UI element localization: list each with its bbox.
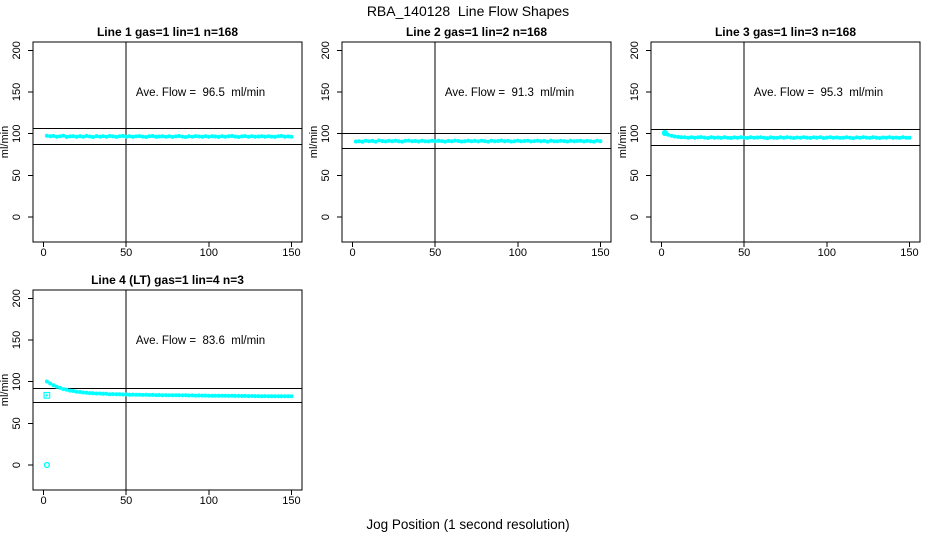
svg-text:150: 150 [900,247,918,259]
svg-text:150: 150 [282,495,300,507]
svg-text:50: 50 [11,169,23,181]
svg-text:Ave. Flow = 91.3 ml/min: Ave. Flow = 91.3 ml/min [445,87,574,99]
svg-text:150: 150 [282,247,300,259]
svg-text:50: 50 [120,247,132,259]
svg-text:100: 100 [509,247,527,259]
svg-text:200: 200 [320,41,332,59]
svg-text:150: 150 [11,331,23,349]
svg-text:100: 100 [629,124,641,142]
figure-title: RBA_140128 Line Flow Shapes [366,3,570,19]
svg-text:0: 0 [659,247,665,259]
svg-text:ml/min: ml/min [618,126,629,158]
line-1-plot: 0 50 100 150 0 50 100 150 200 ml/min Line 1 gas=1 … [0,25,303,259]
svg-text:Ave. Flow = 95.3 ml/min: Ave. Flow = 95.3 ml/min [754,87,883,99]
svg-text:ml/min: ml/min [309,126,320,158]
svg-text:Ave. Flow = 83.6 ml/min: Ave. Flow = 83.6 ml/min [136,335,265,347]
chart-panel-line-2: 0 50 100 150 0 50 100 150 200 ml/min Line 2 gas=1 … [308,25,629,275]
svg-text:0: 0 [350,247,356,259]
svg-text:50: 50 [738,247,750,259]
svg-text:100: 100 [200,247,218,259]
svg-text:Ave. Flow = 96.5 ml/min: Ave. Flow = 96.5 ml/min [136,87,265,99]
chart-panel-line-3: 0 50 100 150 0 50 100 150 200 ml/min Line 3 gas=1 … [617,25,936,275]
svg-text:Line 3 gas=1 lin=3 n=168: Line 3 gas=1 lin=3 n=168 [715,25,856,39]
svg-text:50: 50 [120,495,132,507]
svg-text:50: 50 [629,169,641,181]
svg-text:0: 0 [41,495,47,507]
svg-text:150: 150 [11,83,23,101]
svg-text:100: 100 [11,372,23,390]
svg-text:100: 100 [11,124,23,142]
svg-text:Line 2 gas=1 lin=2 n=168: Line 2 gas=1 lin=2 n=168 [406,25,547,39]
svg-text:150: 150 [320,83,332,101]
svg-text:200: 200 [629,41,641,59]
svg-text:ml/min: ml/min [0,374,11,406]
svg-text:50: 50 [11,417,23,429]
line-3-plot: 0 50 100 150 0 50 100 150 200 ml/min Line 3 gas=1 … [617,25,921,259]
svg-text:100: 100 [200,495,218,507]
svg-text:ml/min: ml/min [0,126,11,158]
svg-text:50: 50 [320,169,332,181]
svg-text:0: 0 [629,214,641,220]
line-2-plot: 0 50 100 150 0 50 100 150 200 ml/min Line 2 gas=1 … [308,25,612,259]
chart-panel-line-1: 0 50 100 150 0 50 100 150 200 ml/min Line 1 gas=1 … [0,25,320,275]
svg-text:0: 0 [41,247,47,259]
svg-text:0: 0 [11,462,23,468]
svg-text:100: 100 [320,124,332,142]
svg-text:150: 150 [591,247,609,259]
svg-text:0: 0 [11,214,23,220]
svg-text:50: 50 [429,247,441,259]
figure-xlabel: Jog Position (1 second resolution) [366,517,570,532]
svg-text:200: 200 [11,289,23,307]
chart-panel-line-4: 0 50 100 150 0 50 100 150 200 ml/min Line 4 (LT) g… [0,273,320,523]
svg-text:200: 200 [11,41,23,59]
svg-text:Line 1 gas=1 lin=1 n=168: Line 1 gas=1 lin=1 n=168 [97,25,238,39]
svg-text:0: 0 [320,214,332,220]
line-4-plot: 0 50 100 150 0 50 100 150 200 ml/min Line 4 (LT) g… [0,273,303,507]
svg-text:Line 4 (LT) gas=1 lin=4 n=3: Line 4 (LT) gas=1 lin=4 n=3 [91,273,244,287]
svg-text:100: 100 [818,247,836,259]
svg-text:150: 150 [629,83,641,101]
